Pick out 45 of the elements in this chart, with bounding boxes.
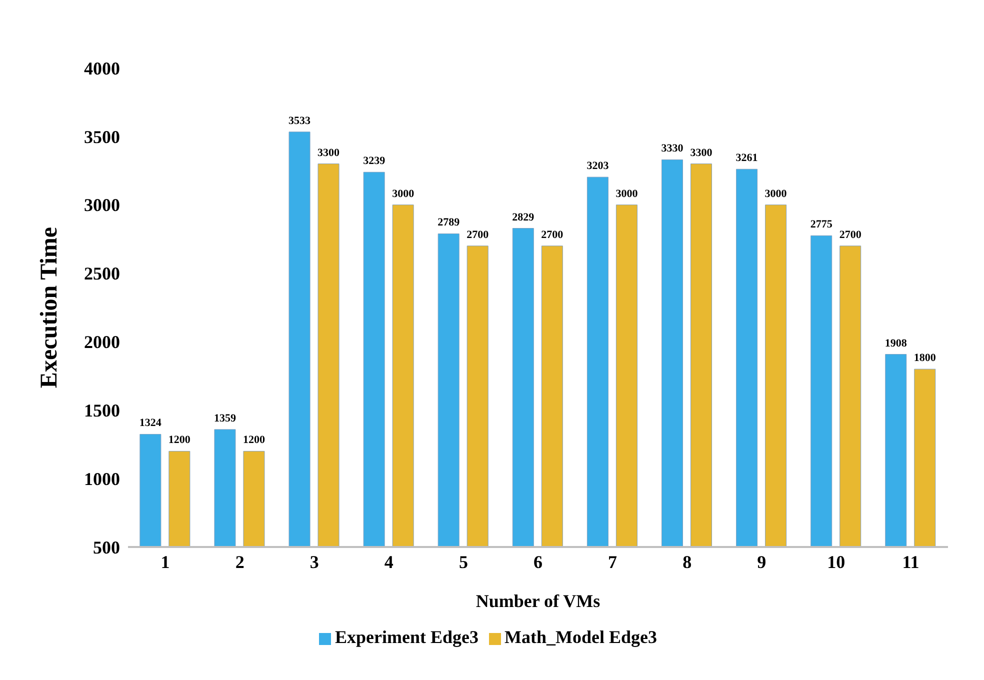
data-label: 2700: [839, 228, 862, 241]
data-label: 3000: [764, 188, 788, 200]
y-tick-label: 3500: [84, 126, 120, 147]
x-tick-label: 1: [160, 552, 170, 572]
data-label: 1200: [168, 434, 191, 446]
data-label: 1200: [242, 434, 266, 446]
data-label: 3300: [318, 146, 340, 159]
data-label: 1908: [884, 337, 908, 350]
data-label: 2775: [810, 218, 833, 231]
y-tick-label: 1000: [84, 468, 120, 489]
x-axis-title: Number of VMs: [476, 591, 600, 611]
x-tick-label: 6: [534, 552, 542, 572]
data-label: 3261: [736, 152, 758, 164]
data-label: 3300: [690, 146, 713, 159]
x-tick-label: 3: [310, 552, 319, 572]
x-tick-label: 11: [902, 552, 920, 572]
y-tick-label: 2000: [84, 332, 120, 352]
data-label: 3330: [661, 142, 684, 155]
x-tick-label: 10: [827, 552, 846, 572]
y-tick-label: 500: [93, 537, 120, 558]
data-label: 2829: [512, 211, 535, 224]
legend-label: Math_Model Edge3: [504, 627, 657, 647]
data-label: 3000: [616, 188, 638, 200]
data-label: 1800: [914, 352, 936, 364]
data-label: 3000: [392, 188, 415, 200]
y-tick-label: 1500: [84, 400, 120, 421]
x-tick-label: 2: [235, 552, 244, 572]
data-label: 3533: [288, 114, 312, 127]
data-label: 1359: [214, 412, 236, 424]
x-tick-label: 9: [757, 552, 766, 572]
x-tick-label: 4: [384, 552, 394, 572]
data-label: 2789: [438, 216, 460, 229]
x-tick-label: 7: [608, 552, 618, 572]
data-label: 2700: [541, 228, 564, 241]
data-label: 2700: [466, 228, 490, 241]
y-axis-title: Execution Time: [36, 226, 63, 388]
x-tick-label: 8: [682, 552, 692, 572]
data-label: 3203: [586, 160, 610, 172]
data-label: 1324: [139, 417, 162, 430]
legend-label: Experiment Edge3: [335, 627, 478, 647]
data-label: 3239: [363, 155, 386, 168]
y-tick-label: 2500: [84, 264, 120, 284]
x-tick-label: 5: [458, 552, 468, 572]
y-tick-label: 3000: [84, 195, 120, 216]
y-tick-label: 4000: [84, 58, 120, 78]
